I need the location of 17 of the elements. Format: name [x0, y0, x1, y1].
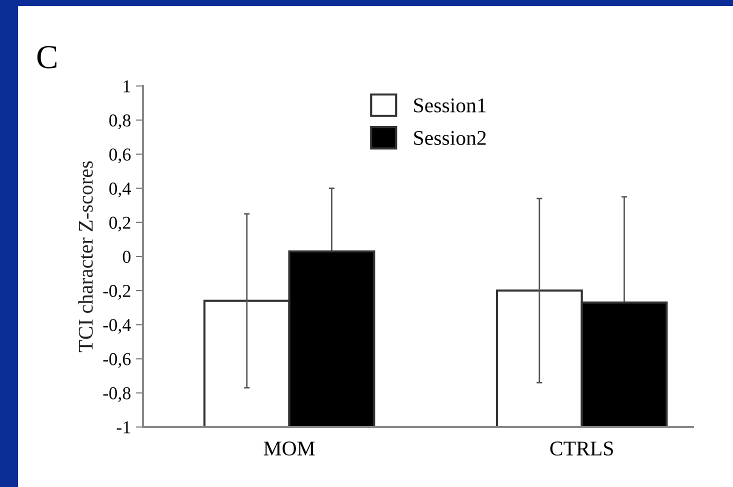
- y-tick-label: 0,6: [109, 148, 131, 164]
- y-tick-label: -0,6: [103, 353, 131, 368]
- x-tick-label: MOM: [264, 442, 315, 456]
- y-tick-label: -1: [116, 421, 130, 434]
- legend-label: Session2: [414, 130, 486, 145]
- y-tick-label: -0,8: [103, 387, 131, 402]
- y-tick-label: -0,2: [103, 284, 130, 300]
- y-tick-label: 1: [124, 80, 130, 92]
- y-tick-label: 0: [122, 250, 131, 263]
- y-tick-label: 0,2: [109, 216, 130, 232]
- chart-title: C: [37, 46, 56, 68]
- y-tick-label: -0,4: [103, 318, 131, 334]
- y-tick-label: 0,4: [109, 182, 131, 198]
- x-tick-label: CTRLS: [550, 442, 613, 456]
- y-axis-title: TCI character Z-scores: [78, 161, 93, 352]
- legend-label: Session1: [414, 98, 486, 112]
- y-tick-label: 0,8: [109, 114, 131, 130]
